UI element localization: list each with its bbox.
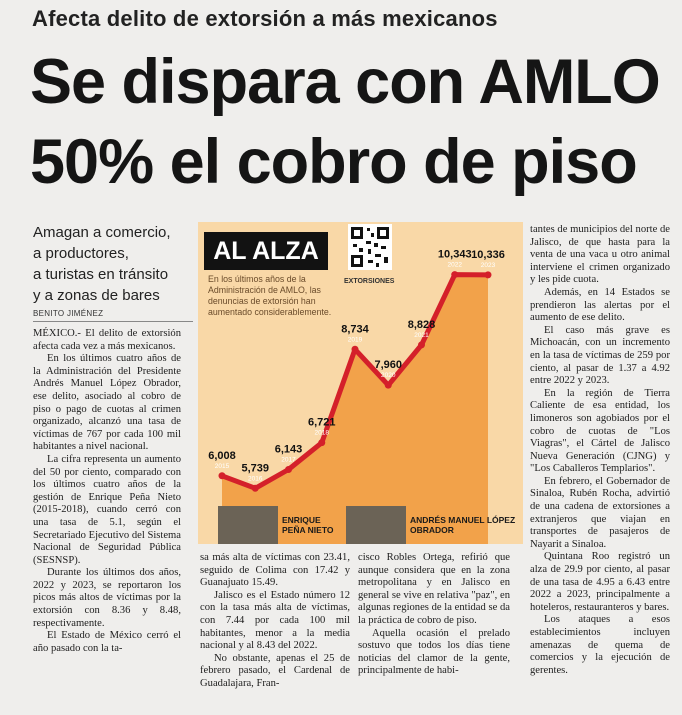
subhead-line: a productores, (33, 245, 129, 262)
year-label-2023: 2023 (481, 262, 496, 269)
byline: BENITO JIMÉNEZ (33, 309, 104, 318)
value-label-2016: 5,739 (241, 462, 269, 474)
data-point-2015 (218, 472, 226, 480)
caption-lopez-obrador: ANDRÉS MANUEL LÓPEZ OBRADOR (410, 515, 516, 535)
qr-label: EXTORSIONES (344, 278, 395, 285)
lopez-obrador-photo (346, 506, 406, 544)
value-label-2019: 8,734 (341, 323, 369, 335)
year-label-2020: 2020 (381, 372, 396, 379)
subhead-line: y a zonas de bares (33, 287, 160, 304)
year-label-2018: 2018 (315, 430, 330, 437)
paragraph: sa más alta de víctimas con 23.41, segui… (200, 552, 350, 589)
year-label-2019: 2019 (348, 336, 363, 343)
pena-nieto-photo (218, 506, 278, 544)
paragraph: El Estado de México cerró el año pasado … (33, 630, 181, 654)
value-label-2020: 7,960 (374, 359, 402, 371)
article-column-1: MÉXICO.- El delito de extorsión afecta c… (33, 328, 181, 655)
chart-al-alza: 6,008 2015 5,739 2016 6,143 2017 6,721 2018 8,73… (198, 222, 523, 544)
paragraph: Además, en 14 Estados se prendieron las … (530, 286, 670, 324)
data-point-2020 (384, 381, 392, 389)
year-label-2015: 2015 (215, 463, 230, 470)
caption-pena-nieto: ENRIQUE PEÑA NIETO (282, 515, 334, 535)
value-label-2023: 10,336 (471, 249, 505, 261)
value-label-2018: 6,721 (308, 417, 336, 429)
paragraph: Los ataques a esos establecimientos incl… (530, 614, 670, 676)
paragraph: Jalisco es el Estado número 12 con la ta… (200, 589, 350, 652)
value-label-2022: 10,343 (438, 249, 472, 261)
subhead-line: Amagan a comercio, (33, 224, 171, 241)
data-point-2022 (451, 271, 459, 279)
year-label-2022: 2022 (448, 262, 463, 269)
data-point-2018 (318, 439, 326, 447)
article-column-2: sa más alta de víctimas con 23.41, segui… (200, 552, 350, 691)
headline-line-2: 50% el cobro de piso (30, 127, 638, 197)
data-point-2017 (285, 466, 292, 474)
subhead-line: a turistas en tránsito (33, 266, 169, 283)
paragraph: Quintana Roo registró un alza de 29.9 po… (530, 551, 670, 613)
year-label-2021: 2021 (414, 332, 429, 339)
kicker: Afecta delito de extorsión a más mexican… (32, 6, 498, 31)
data-point-2021 (418, 341, 425, 349)
headline-line-1: Se dispara con AMLO (30, 47, 661, 117)
year-label-2016: 2016 (248, 475, 263, 482)
paragraph: No obstante, apenas el 25 de febrero pas… (200, 652, 350, 689)
paragraph: El caso más grave es Michoacán, con un i… (530, 324, 670, 387)
paragraph: Durante los últimos dos años, 2022 y 202… (33, 567, 181, 629)
value-label-2017: 6,143 (275, 444, 303, 456)
byline-divider (33, 321, 193, 322)
article-column-4: tantes de municipios del norte de Jalisc… (530, 224, 670, 677)
paragraph: MÉXICO.- El delito de extorsión afecta c… (33, 328, 181, 352)
year-label-2017: 2017 (281, 457, 296, 464)
paragraph: En la región de Tierra Caliente de esa e… (530, 387, 670, 475)
subhead: Amagan a comercio, a productores, a turi… (33, 222, 195, 306)
chart-note: En los últimos años de la Administración… (208, 274, 332, 317)
paragraph: cisco Robles Ortega, refirió que aunque … (358, 552, 510, 626)
paragraph: En febrero, el Gobernador de Sinaloa, Ru… (530, 475, 670, 550)
chart-title: AL ALZA (213, 237, 319, 265)
paragraph: Aquella ocasión el prelado sostuvo que t… (358, 627, 510, 677)
value-label-2015: 6,008 (208, 450, 236, 462)
chart-area (222, 274, 488, 544)
qr-code-icon[interactable] (348, 224, 392, 270)
headline: Se dispara con AMLO 50% el cobro de piso (30, 42, 680, 202)
paragraph: tantes de municipios del norte de Jalisc… (530, 224, 670, 286)
chart-title-box: AL ALZA (204, 232, 328, 270)
data-point-2019 (351, 345, 359, 353)
data-point-2016 (251, 484, 259, 492)
article-column-3: cisco Robles Ortega, refirió que aunque … (358, 552, 510, 678)
data-point-2023 (484, 271, 492, 279)
paragraph: La cifra representa un aumento del 50 po… (33, 453, 181, 566)
value-label-2021: 8,828 (408, 319, 436, 331)
paragraph: En los últimos cuatro años de la Adminis… (33, 353, 181, 453)
